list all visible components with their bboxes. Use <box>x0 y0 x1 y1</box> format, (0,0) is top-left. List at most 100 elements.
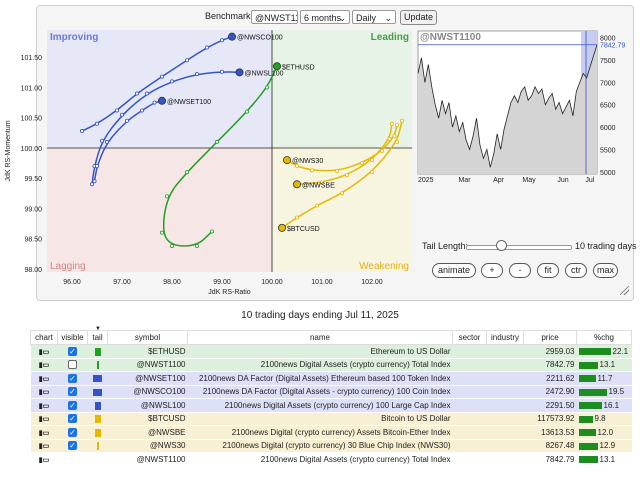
col-header-industry[interactable]: industry <box>486 330 524 345</box>
price-cell: 2291.50 <box>523 398 577 413</box>
zoom-out-button[interactable]: - <box>509 263 531 278</box>
tail-length-slider[interactable] <box>466 245 572 250</box>
visible-checkbox[interactable]: ✓ <box>68 387 77 397</box>
table-row[interactable]: ▮▭ ✓ @NWSBE 2100news Digital (crypto curren… <box>30 425 632 440</box>
quadrant-label-lagging: Lagging <box>50 261 86 272</box>
col-header-tail[interactable]: tail ▼ <box>87 326 108 345</box>
tail-point-nwsl100 <box>169 79 174 84</box>
x-tick-label: 101.00 <box>311 279 333 286</box>
price-y-tick-label: 5500 <box>600 147 616 154</box>
sort-indicator-icon: ▼ <box>95 326 101 332</box>
tail-point-nwsco100 <box>159 74 164 79</box>
tail-length-slider-thumb[interactable] <box>495 240 507 251</box>
head-point-nwsbe[interactable] <box>292 180 301 189</box>
tail-color-swatch[interactable] <box>96 442 99 451</box>
visible-checkbox[interactable]: ✓ <box>68 400 77 410</box>
head-point-nws30[interactable] <box>282 156 291 165</box>
pct-change-bar <box>578 348 611 356</box>
pct-change-value: 13.1 <box>599 454 616 464</box>
period-select[interactable]: 6 months ⌄ <box>300 10 350 24</box>
visible-checkbox[interactable]: ✓ <box>68 373 77 383</box>
update-button[interactable]: Update <box>400 10 437 25</box>
head-point-nwsco100[interactable] <box>227 32 236 41</box>
head-point-btcusd[interactable] <box>277 223 286 232</box>
interval-select[interactable]: Daily ⌄ <box>352 10 396 24</box>
price-cell: 7842.79 <box>523 452 577 467</box>
visible-checkbox[interactable]: ✓ <box>68 441 77 451</box>
visible-checkbox[interactable]: ✓ <box>68 346 77 356</box>
table-row[interactable]: ▮▭ ✓ @NWSCO100 2100news DA Factor (Digital … <box>30 385 632 399</box>
tail-point-nwsbe <box>369 158 374 163</box>
series-label-ethusd: $ETHUSD <box>282 64 315 71</box>
head-point-nwsl100[interactable] <box>235 68 244 77</box>
col-header-name[interactable]: name <box>187 330 453 345</box>
table-row[interactable]: ▮▭ ✓ @NWSL100 2100news Digital Assets (cryp… <box>30 398 632 413</box>
chart-link-icon[interactable]: ▮▭ <box>38 348 50 356</box>
chevron-down-icon: ⌄ <box>338 13 346 23</box>
center-button[interactable]: ctr <box>565 263 587 278</box>
table-row[interactable]: ▮▭ ✓ @NWSET100 2100news DA Factor (Digital … <box>30 371 632 386</box>
table-row[interactable]: ▮▭ ✓ $ETHUSD Ethereum to US Dollar 2959.03 22… <box>30 344 632 359</box>
tail-color-swatch[interactable] <box>94 415 101 424</box>
fit-button[interactable]: fit <box>537 263 559 278</box>
tail-point-nwset100 <box>139 108 144 113</box>
series-label-btcusd: $BTCUSD <box>287 226 320 233</box>
tail-color-swatch[interactable] <box>96 361 99 370</box>
tail-point-nwset100 <box>125 118 130 123</box>
chart-link-icon[interactable]: ▮▭ <box>38 443 50 451</box>
tail-point-btcusd <box>294 215 299 220</box>
rrg-chart[interactable]: Improving Leading Lagging Weakening @NWSCO1… <box>0 0 640 310</box>
chart-link-icon[interactable]: ▮▭ <box>38 416 50 424</box>
visible-checkbox[interactable]: ✓ <box>68 414 77 424</box>
chevron-down-icon: ⌄ <box>384 13 392 23</box>
table-row[interactable]: ▮▭ ✓ $BTCUSD Bitcoin to US Dollar 117573.92 9… <box>30 412 632 426</box>
col-header-visible[interactable]: visible <box>57 330 88 345</box>
chart-link-icon[interactable]: ▮▭ <box>38 456 50 464</box>
price-current-value-label: 7842.79 <box>600 43 625 50</box>
symbol-cell: @NWSCO100 <box>107 385 188 399</box>
y-tick-label: 101.50 <box>21 55 43 62</box>
visible-checkbox[interactable] <box>68 360 77 370</box>
pct-change-bar <box>578 402 602 410</box>
table-row[interactable]: ▮▭ @NWST1100 2100news Digital Assets (cryp… <box>30 358 632 372</box>
col-header-symbol[interactable]: symbol <box>107 330 188 345</box>
tail-point-ethusd <box>159 230 164 235</box>
tail-color-swatch[interactable] <box>94 428 101 437</box>
tail-color-swatch[interactable] <box>94 401 101 410</box>
sector-cell <box>452 425 487 440</box>
head-point-nwset100[interactable] <box>157 96 166 105</box>
col-header-chart[interactable]: chart <box>30 330 58 345</box>
chart-link-icon[interactable]: ▮▭ <box>38 402 50 410</box>
pct-change-value: 12.0 <box>597 427 614 437</box>
col-header-pct-change[interactable]: %chg <box>576 330 632 345</box>
price-cell: 8267.48 <box>523 439 577 453</box>
resize-grip-icon[interactable] <box>620 286 629 295</box>
zoom-in-button[interactable]: + <box>481 263 503 278</box>
tail-color-swatch[interactable] <box>93 375 102 383</box>
max-button[interactable]: max <box>593 263 618 278</box>
head-point-ethusd[interactable] <box>272 62 281 71</box>
name-cell: 2100news Digital Assets (crypto currency… <box>187 358 453 372</box>
tail-point-nws30 <box>334 168 339 173</box>
benchmark-input[interactable]: @NWST1100 <box>251 10 298 24</box>
table-row[interactable]: ▮▭ @NWST1100 2100news Digital Assets (cryp… <box>30 452 632 467</box>
tail-point-ethusd <box>169 243 174 248</box>
pct-change-bar <box>578 429 596 437</box>
tail-color-swatch[interactable] <box>93 388 102 396</box>
tail-point-nws30 <box>294 164 299 169</box>
chart-link-icon[interactable]: ▮▭ <box>38 429 50 437</box>
tail-color-swatch[interactable] <box>94 347 101 356</box>
col-header-sector[interactable]: sector <box>452 330 487 345</box>
tail-point-nwsbe <box>344 173 349 178</box>
symbol-cell: @NWS30 <box>107 439 188 453</box>
visible-checkbox[interactable]: ✓ <box>68 427 77 437</box>
chart-link-icon[interactable]: ▮▭ <box>38 362 50 370</box>
tail-point-nwset100 <box>152 100 157 105</box>
col-header-price[interactable]: price <box>523 330 577 345</box>
animate-button[interactable]: animate <box>432 263 476 278</box>
table-row[interactable]: ▮▭ ✓ @NWS30 2100news Digital (crypto curren… <box>30 439 632 453</box>
price-x-tick-label: Jul <box>585 177 594 184</box>
chart-link-icon[interactable]: ▮▭ <box>38 389 50 397</box>
chart-link-icon[interactable]: ▮▭ <box>38 375 50 383</box>
tail-point-btcusd <box>399 118 404 123</box>
